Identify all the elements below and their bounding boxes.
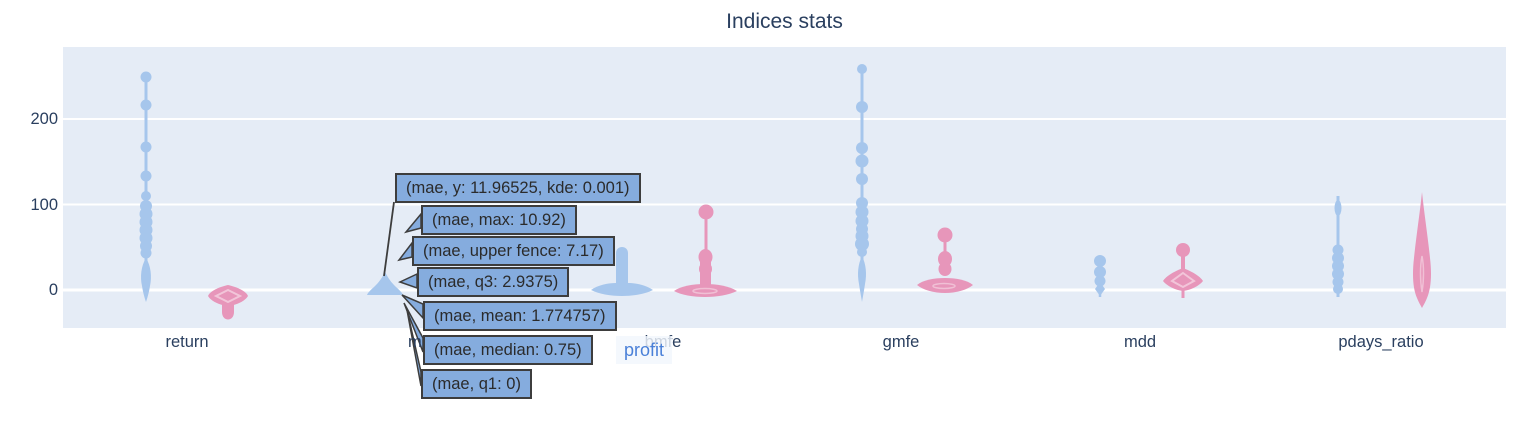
violin-pdays-profit-shape [1332, 276, 1344, 288]
violin-pdays-profit-shape [1333, 284, 1343, 294]
hover-label-1: (mae, max: 10.92) [421, 205, 577, 235]
hover-label-5: (mae, median: 0.75) [423, 335, 593, 365]
violin-gmfe-profit-shape [855, 237, 869, 251]
violin-bmfe-second[interactable] [674, 204, 737, 298]
violin-return-profit-shape [140, 71, 152, 83]
violin-mdd-profit-shape [1094, 266, 1106, 278]
y-tick-200: 200 [30, 110, 58, 128]
y-tick-0: 0 [48, 281, 58, 299]
violin-mae-profit[interactable] [367, 272, 403, 295]
violin-mdd-second-shape [1176, 243, 1190, 257]
violin-gmfe-profit-shape [857, 247, 867, 257]
violin-gmfe-profit-shape [857, 64, 867, 74]
violin-bmfe-profit[interactable] [591, 247, 653, 296]
violin-gmfe-second-shape [932, 282, 956, 290]
violin-gmfe-second[interactable] [917, 227, 973, 294]
violin-gmfe-profit-shape [856, 197, 868, 209]
violin-return-second[interactable] [208, 285, 248, 320]
violin-return-second-shape [213, 288, 243, 304]
violin-bmfe-second-shape [699, 262, 712, 276]
violin-mae-profit-shape [382, 277, 388, 283]
hover-label-4: (mae, mean: 1.774757) [423, 301, 617, 331]
violin-gmfe-profit-shape [856, 142, 868, 154]
y-tick-100: 100 [30, 195, 58, 214]
hover-label-6: (mae, q1: 0) [421, 369, 532, 399]
violin-bmfe-second-shape [698, 249, 713, 265]
violin-bmfe-second-shape [674, 284, 737, 297]
hover-label-0: (mae, y: 11.96525, kde: 0.001) [395, 173, 641, 203]
violin-gmfe-profit-shape [856, 173, 868, 185]
hover-label-2: (mae, upper fence: 7.17) [412, 236, 615, 266]
violin-return-profit-shape [140, 170, 152, 182]
violin-gmfe-second-shape [937, 227, 953, 243]
violin-bmfe-second-shape [698, 204, 714, 220]
hover-trace-name-label: profit [616, 336, 673, 364]
violin-mdd-profit[interactable] [1094, 255, 1106, 297]
violin-return-profit[interactable] [139, 71, 153, 303]
violin-return-profit-shape [140, 247, 152, 259]
violin-pdays-second-shape [1419, 255, 1425, 293]
violin-gmfe-profit-shape [855, 154, 869, 168]
violin-mdd-second-shape [1170, 271, 1196, 289]
violin-pdays-profit-shape [1332, 268, 1344, 280]
x-tick-mdd: mdd [1123, 333, 1157, 351]
violin-gmfe-second-shape [917, 278, 973, 293]
x-tick-pdays_ratio: pdays_ratio [1338, 333, 1424, 351]
violin-pdays-second-shape [1413, 192, 1431, 308]
hover-leader-line [383, 201, 395, 277]
violin-return-profit-shape [140, 99, 152, 111]
violin-return-profit-shape [140, 141, 152, 153]
hover-label-3: (mae, q3: 2.9375) [417, 267, 570, 297]
violin-gmfe-second-shape [938, 251, 952, 267]
x-tick-return: return [165, 333, 209, 351]
violin-mae-profit-shape [367, 272, 403, 295]
violin-pdays-profit[interactable] [1332, 196, 1344, 297]
x-tick-gmfe: gmfe [882, 333, 920, 351]
violin-gmfe-profit[interactable] [855, 64, 869, 302]
violin-gmfe-second-shape [938, 262, 952, 276]
plot-area[interactable] [63, 47, 1506, 328]
violin-gmfe-profit-shape [855, 205, 869, 219]
chart-title: Indices stats [726, 10, 843, 33]
violin-return-second-shape [222, 300, 234, 320]
violin-bmfe-second-shape [692, 287, 718, 295]
violin-return-second-shape [208, 285, 248, 306]
violin-gmfe-profit-shape [856, 101, 868, 113]
violin-mdd-profit-shape [1094, 275, 1106, 287]
violin-mdd-second[interactable] [1163, 243, 1203, 298]
violin-gmfe-profit-shape [858, 256, 866, 302]
violin-return-profit-shape [141, 258, 151, 302]
violin-pdays-profit-shape [1334, 200, 1342, 216]
violin-mdd-profit-shape [1094, 255, 1106, 267]
violin-mdd-second-shape [1163, 268, 1203, 291]
violin-return-profit-shape [141, 191, 151, 201]
violin-bmfe-profit-shape [591, 247, 653, 296]
violin-pdays-second[interactable] [1413, 192, 1431, 308]
